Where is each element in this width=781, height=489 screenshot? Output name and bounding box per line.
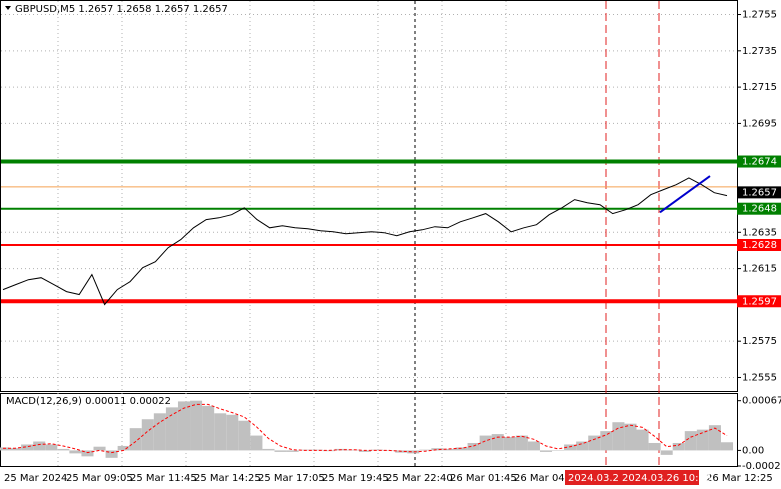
level-label-box	[737, 155, 781, 168]
histogram-bar	[407, 450, 420, 454]
histogram-bar	[165, 407, 178, 451]
cursor-label: 2024.03.26 10:25	[622, 473, 711, 484]
cursor-label-box	[619, 470, 699, 485]
current-price-label: 1.2657	[742, 187, 777, 198]
level-label: 1.2648	[742, 204, 777, 215]
level-label-box	[737, 239, 781, 251]
level-label-box	[737, 202, 781, 215]
y-tick-label: 0.00067	[742, 396, 781, 407]
y-tick-label: -0.00021	[742, 461, 781, 472]
x-tick-label: 25 Mar 11:45	[130, 473, 197, 484]
histogram-bar	[576, 441, 589, 451]
y-tick-label: 1.2735	[742, 46, 777, 57]
histogram-bar	[431, 448, 444, 451]
histogram-bar	[419, 449, 432, 451]
level-label: 1.2674	[742, 157, 777, 168]
histogram-bar	[696, 429, 709, 451]
y-tick-label: 0.00	[742, 445, 764, 456]
histogram-bar	[93, 446, 106, 451]
histogram-bar	[0, 447, 10, 451]
x-tick-label: 25 Mar 14:25	[194, 473, 261, 484]
histogram-bar	[21, 444, 34, 451]
histogram-bar	[455, 447, 468, 451]
x-tick-label: 25 Mar 19:45	[322, 473, 389, 484]
histogram-bar	[552, 450, 565, 451]
histogram-bar	[539, 450, 553, 452]
macd-frame	[0, 393, 738, 467]
histogram-bar	[129, 428, 142, 451]
histogram-bar	[226, 414, 239, 451]
histogram-bar	[274, 450, 287, 452]
x-tick-label: 26 Mar 01:45	[450, 473, 517, 484]
x-tick-label: 25 Mar 09:05	[66, 473, 133, 484]
cursor-label: 2024.03.26	[568, 473, 625, 484]
histogram-bar	[214, 413, 227, 451]
histogram-bar	[45, 444, 58, 451]
histogram-bar	[9, 448, 22, 451]
histogram-bar	[515, 435, 528, 451]
histogram-bar	[588, 435, 601, 451]
histogram-bar	[57, 448, 70, 451]
x-tick-label: 25 Mar 22:40	[386, 473, 453, 484]
y-tick-label: 1.2715	[742, 82, 777, 93]
y-tick-label: 1.2635	[742, 227, 777, 238]
histogram-bar	[358, 450, 372, 452]
histogram-bar	[177, 401, 191, 451]
histogram-bar	[612, 422, 625, 451]
histogram-bar	[262, 448, 275, 451]
level-label: 1.2628	[742, 240, 777, 251]
y-tick-label: 1.2695	[742, 118, 777, 129]
histogram-bar	[346, 449, 359, 451]
histogram-bar	[443, 448, 456, 451]
histogram-bar	[648, 442, 661, 451]
histogram-bar	[238, 420, 251, 451]
x-tick-label: 25 Mar 17:05	[258, 473, 325, 484]
histogram-bar	[202, 405, 215, 451]
histogram-bar	[527, 441, 540, 451]
histogram-bar	[286, 450, 299, 452]
menu-icon	[5, 6, 11, 10]
histogram-bar	[467, 442, 480, 451]
histogram-bar	[600, 431, 613, 451]
histogram-bar	[81, 450, 94, 457]
histogram-bar	[141, 419, 154, 451]
histogram-bar	[190, 400, 203, 451]
price-line	[2, 177, 728, 306]
y-tick-label: 1.2755	[742, 10, 777, 21]
histogram-bar	[660, 450, 673, 455]
histogram-bar	[720, 442, 734, 451]
histogram-bar	[250, 435, 263, 451]
histogram-bar	[684, 431, 697, 451]
signal-line	[3, 403, 728, 454]
histogram-bar	[564, 444, 577, 451]
x-tick-label: 26 Mar 12:25	[706, 473, 773, 484]
level-label: 1.2597	[742, 296, 777, 307]
histogram-bar	[117, 445, 130, 451]
trend-line	[659, 175, 711, 214]
cursor-label-box	[565, 470, 621, 485]
histogram-bar	[708, 425, 721, 451]
x-tick-label: 25 Mar 2024	[4, 473, 67, 484]
histogram-bar	[672, 442, 685, 451]
histogram-bar	[503, 437, 516, 451]
x-tick-label: 26 Mar 04:25	[514, 473, 581, 484]
histogram-bar	[153, 413, 166, 451]
histogram-bar	[33, 441, 46, 451]
y-tick-label: 1.2555	[742, 372, 777, 383]
price-label-box	[737, 186, 781, 199]
level-label-box	[737, 295, 781, 308]
histogram-bar	[479, 435, 492, 451]
histogram-bar	[371, 449, 384, 451]
histogram-bar	[491, 434, 504, 451]
histogram-bar	[624, 423, 637, 451]
y-tick-label: 1.2575	[742, 336, 777, 347]
histogram-bar	[69, 450, 82, 454]
y-tick-label: 1.2615	[742, 264, 777, 275]
histogram-bar	[105, 450, 118, 458]
histogram-bar	[636, 429, 649, 451]
indicator-title: MACD(12,26,9) 0.00011 0.00022	[6, 396, 171, 407]
chart-title: GBPUSD,M5 1.2657 1.2658 1.2657 1.2657	[15, 4, 228, 15]
